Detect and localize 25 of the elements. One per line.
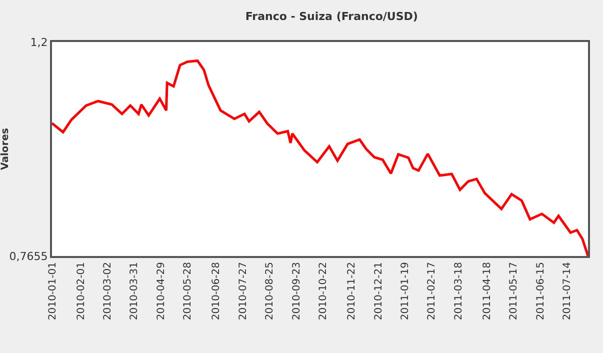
x-tick-label: 2011-06-15 <box>535 262 546 320</box>
x-tick-label: 2010-12-21 <box>373 262 384 320</box>
x-tick-label: 2010-11-22 <box>346 262 358 320</box>
x-tick-label: 2011-03-18 <box>453 262 464 320</box>
x-tick-label: 2011-02-17 <box>426 262 438 320</box>
x-tick-label: 2010-04-29 <box>156 262 167 320</box>
x-tick-label: 2010-05-28 <box>182 262 194 320</box>
x-tick-label: 2010-08-25 <box>264 262 276 320</box>
y-tick-label: 0,7655 <box>9 250 48 263</box>
x-tick-label: 2010-03-31 <box>129 262 140 320</box>
x-tick-label: 2011-04-18 <box>482 262 493 320</box>
x-tick-label: 2010-03-02 <box>102 262 114 320</box>
x-tick-label: 2010-02-01 <box>76 262 87 320</box>
x-tick-label: 2010-10-22 <box>318 262 330 320</box>
line-series <box>52 59 588 256</box>
x-tick-label: 2010-06-28 <box>211 262 222 320</box>
x-tick-label: 2011-07-14 <box>562 262 574 320</box>
x-tick-label: 2010-01-01 <box>47 262 58 320</box>
chart-title: Franco - Suiza (Franco/USD) <box>245 10 418 24</box>
x-tick-label: 2011-01-19 <box>400 262 411 320</box>
y-tick-label: 1,2 <box>30 36 48 49</box>
x-tick-label: 2010-09-23 <box>291 262 302 320</box>
x-tick-label: 2010-07-27 <box>238 262 249 320</box>
y-axis-title: Valores <box>0 128 11 170</box>
x-tick-label: 2011-05-17 <box>508 262 520 320</box>
